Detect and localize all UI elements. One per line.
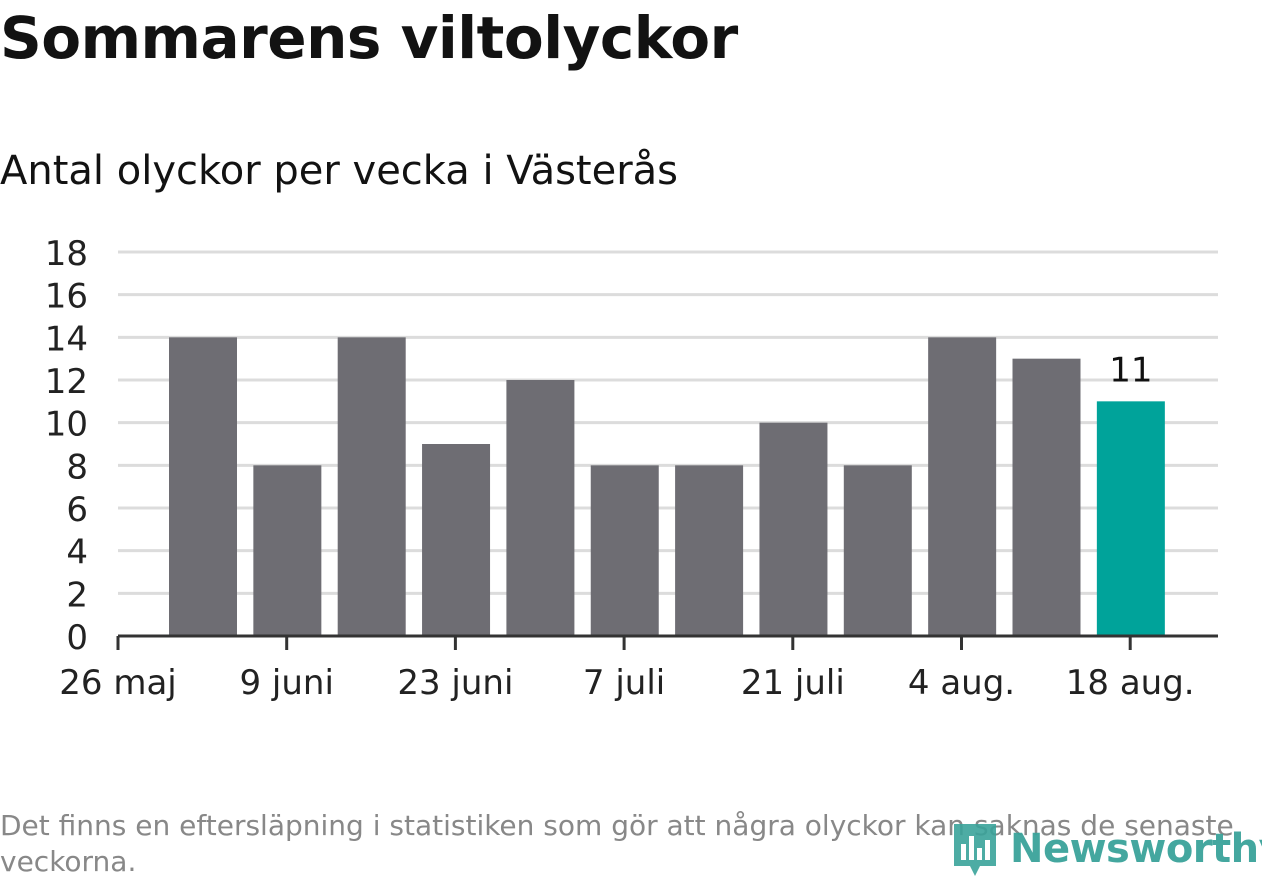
bar — [169, 337, 237, 636]
newsworthy-logo-text: Newsworthy — [1010, 826, 1262, 872]
x-tick-label: 4 aug. — [908, 663, 1015, 703]
footnote: Det finns en eftersläpning i statistiken… — [0, 809, 1234, 878]
bar — [253, 465, 322, 636]
bars — [169, 337, 1165, 636]
highlight-value-label: 11 — [1109, 350, 1152, 390]
bar — [506, 380, 575, 636]
bar — [675, 465, 744, 636]
bar — [1012, 358, 1081, 636]
highlighted-bar — [1096, 401, 1165, 636]
bar — [590, 465, 659, 636]
y-tick-label: 8 — [66, 447, 88, 487]
y-tick-label: 4 — [66, 533, 88, 573]
x-axis: 26 maj 9 juni 23 juni 7 juli 21 juli 4 aug. 18… — [59, 634, 1218, 703]
x-tick-label: 21 juli — [741, 663, 845, 703]
x-tick-label: 9 juni — [239, 663, 333, 703]
newsworthy-logo-icon — [954, 824, 996, 876]
y-tick-label: 16 — [45, 277, 88, 317]
bar — [759, 422, 828, 636]
newsworthy-logo: Newsworthy — [950, 818, 1262, 880]
bar — [928, 337, 997, 636]
y-tick-label: 0 — [66, 618, 88, 658]
bar — [422, 444, 491, 636]
x-tick-label: 7 juli — [583, 663, 665, 703]
y-tick-label: 18 — [45, 234, 88, 274]
y-tick-label: 12 — [45, 362, 88, 402]
x-tick-label: 23 juni — [397, 663, 513, 703]
bar — [843, 465, 912, 636]
y-tick-label: 10 — [45, 405, 88, 445]
bar — [337, 337, 406, 636]
x-tick-label: 18 aug. — [1066, 663, 1195, 703]
chart-subtitle: Antal olyckor per vecka i Västerås — [0, 148, 679, 194]
y-tick-label: 6 — [66, 490, 88, 530]
chart-title: Sommarens viltolyckor — [0, 4, 738, 72]
y-tick-label: 14 — [45, 319, 88, 359]
data-labels: 11 — [1109, 350, 1152, 390]
x-tick-label: 26 maj — [59, 663, 176, 703]
y-tick-label: 2 — [66, 575, 88, 615]
